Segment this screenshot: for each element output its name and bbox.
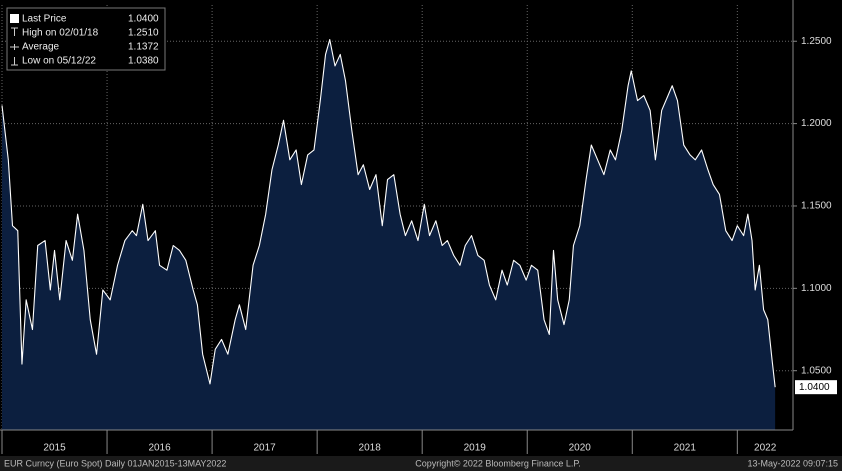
footer-left: EUR Curncy (Euro Spot) Daily 01JAN2015-1… (4, 458, 226, 468)
legend-value: 1.0400 (128, 14, 159, 25)
last-price-label: 1.0400 (799, 382, 830, 393)
x-tick-label: 2018 (359, 443, 382, 454)
plot (1, 39, 776, 431)
legend-icon (10, 14, 19, 23)
x-tick-label: 2015 (43, 443, 66, 454)
legend-value: 1.2510 (128, 28, 159, 39)
x-tick-label: 2022 (754, 443, 777, 454)
axes: 1.0500 1.1000 1.1500 1.2000 1.2500 2015 2016 20… (0, 0, 837, 454)
legend: Last Price 1.0400 High on 02/01/18 1.2510 Av… (6, 7, 166, 71)
footer: EUR Curncy (Euro Spot) Daily 01JAN2015-1… (4, 458, 838, 468)
legend-label: High on 02/01/18 (22, 28, 99, 39)
y-tick-label: 1.0500 (801, 365, 832, 376)
legend-label: Last Price (22, 14, 67, 25)
legend-icon (10, 44, 19, 50)
area (2, 39, 776, 431)
y-tick-label: 1.1000 (801, 283, 832, 294)
legend-label: Low on 05/12/22 (22, 56, 96, 67)
legend-box (6, 7, 166, 71)
x-tick-label: 2016 (148, 443, 171, 454)
price-line (1, 39, 776, 388)
legend-label: Average (22, 42, 60, 53)
x-tick-label: 2017 (253, 443, 276, 454)
footer-bar (0, 456, 842, 471)
footer-right: 13-May-2022 09:07:15 (747, 458, 838, 468)
footer-center: Copyright© 2022 Bloomberg Finance L.P. (415, 458, 581, 468)
x-tick-label: 2020 (569, 443, 592, 454)
legend-icon (11, 27, 18, 36)
x-tick-label: 2019 (464, 443, 487, 454)
y-tick-label: 1.2500 (801, 36, 832, 47)
y-tick-label: 1.2000 (801, 118, 832, 129)
y-tick-label: 1.1500 (801, 201, 832, 212)
last-price-tag (795, 380, 837, 395)
legend-value: 1.1372 (128, 42, 159, 53)
legend-icon (11, 57, 18, 66)
x-tick-label: 2021 (674, 443, 697, 454)
legend-value: 1.0380 (128, 56, 159, 67)
